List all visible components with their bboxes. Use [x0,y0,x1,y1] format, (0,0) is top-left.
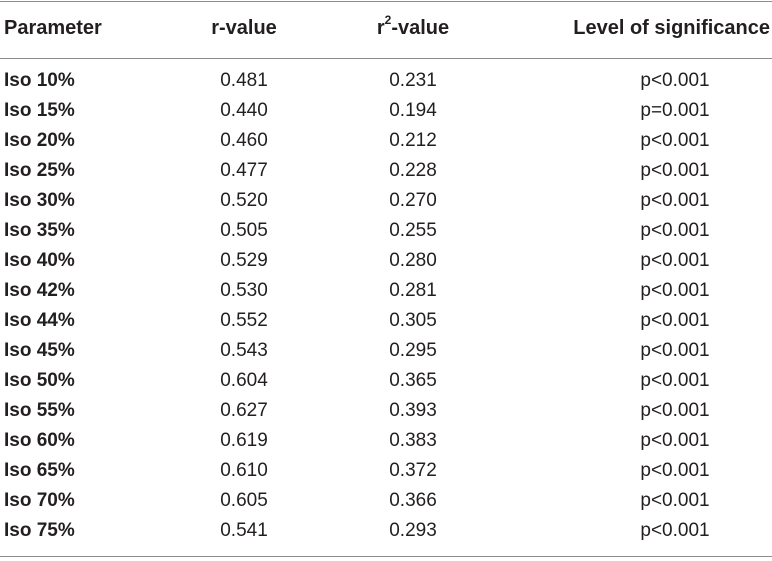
table-row: Iso 70% 0.605 0.366 p<0.001 [0,486,772,516]
cell-r-value: 0.605 [220,490,268,511]
cell-r-value: 0.440 [220,100,268,121]
cell-parameter: Iso 30% [4,190,75,211]
cell-parameter: Iso 40% [4,250,75,271]
cell-parameter: Iso 10% [4,70,75,91]
cell-r2-value: 0.372 [389,460,437,481]
cell-r2-value: 0.365 [389,370,437,391]
cell-parameter: Iso 60% [4,430,75,451]
cell-parameter: Iso 15% [4,100,75,121]
cell-r-value: 0.552 [220,310,268,331]
header-parameter: Parameter [4,17,102,39]
cell-r-value: 0.619 [220,430,268,451]
cell-parameter: Iso 70% [4,490,75,511]
cell-r-value: 0.529 [220,250,268,271]
cell-r-value: 0.505 [220,220,268,241]
cell-r-value: 0.541 [220,520,268,541]
table-row: Iso 35% 0.505 0.255 p<0.001 [0,216,772,246]
cell-significance: p<0.001 [640,520,710,541]
cell-significance: p<0.001 [640,460,710,481]
cell-r2-value: 0.212 [389,130,437,151]
cell-significance: p<0.001 [640,130,710,151]
table-row: Iso 20% 0.460 0.212 p<0.001 [0,126,772,156]
cell-significance: p<0.001 [640,430,710,451]
table-row: Iso 45% 0.543 0.295 p<0.001 [0,336,772,366]
cell-significance: p<0.001 [640,310,710,331]
cell-parameter: Iso 35% [4,220,75,241]
table-row: Iso 60% 0.619 0.383 p<0.001 [0,426,772,456]
cell-r2-value: 0.393 [389,400,437,421]
table-body: Iso 10% 0.481 0.231 p<0.001 Iso 15% 0.44… [0,66,772,546]
cell-significance: p<0.001 [640,160,710,181]
cell-significance: p<0.001 [640,280,710,301]
table-row: Iso 15% 0.440 0.194 p=0.001 [0,96,772,126]
cell-r2-value: 0.194 [389,100,437,121]
cell-r2-value: 0.228 [389,160,437,181]
cell-significance: p<0.001 [640,340,710,361]
cell-r2-value: 0.255 [389,220,437,241]
table-row: Iso 30% 0.520 0.270 p<0.001 [0,186,772,216]
cell-r-value: 0.610 [220,460,268,481]
cell-parameter: Iso 55% [4,400,75,421]
table-header-row: Parameter r-value r2-value Level of sign… [0,0,772,58]
cell-r-value: 0.477 [220,160,268,181]
cell-parameter: Iso 44% [4,310,75,331]
cell-r-value: 0.530 [220,280,268,301]
cell-parameter: Iso 65% [4,460,75,481]
table-row: Iso 44% 0.552 0.305 p<0.001 [0,306,772,336]
cell-significance: p<0.001 [640,190,710,211]
table-row: Iso 65% 0.610 0.372 p<0.001 [0,456,772,486]
cell-significance: p=0.001 [640,100,710,121]
cell-parameter: Iso 50% [4,370,75,391]
cell-parameter: Iso 45% [4,340,75,361]
table-row: Iso 55% 0.627 0.393 p<0.001 [0,396,772,426]
header-r2-suffix: -value [391,17,450,39]
cell-r-value: 0.604 [220,370,268,391]
cell-r2-value: 0.293 [389,520,437,541]
header-r2-prefix: r [376,17,385,39]
table-bottom-rule [0,556,772,557]
header-r2-value: r2-value [363,13,463,40]
cell-parameter: Iso 20% [4,130,75,151]
cell-significance: p<0.001 [640,220,710,241]
cell-r-value: 0.543 [220,340,268,361]
cell-significance: p<0.001 [640,400,710,421]
table-row: Iso 50% 0.604 0.365 p<0.001 [0,366,772,396]
cell-r2-value: 0.366 [389,490,437,511]
cell-r-value: 0.481 [220,70,268,91]
cell-r2-value: 0.280 [389,250,437,271]
cell-r-value: 0.460 [220,130,268,151]
cell-r2-value: 0.305 [389,310,437,331]
table-top-rule [0,1,772,2]
cell-significance: p<0.001 [640,70,710,91]
cell-significance: p<0.001 [640,370,710,391]
cell-r2-value: 0.383 [389,430,437,451]
table-row: Iso 75% 0.541 0.293 p<0.001 [0,516,772,546]
table-header-rule [0,58,772,59]
table-row: Iso 10% 0.481 0.231 p<0.001 [0,66,772,96]
cell-r2-value: 0.270 [389,190,437,211]
table-row: Iso 40% 0.529 0.280 p<0.001 [0,246,772,276]
table-row: Iso 25% 0.477 0.228 p<0.001 [0,156,772,186]
cell-r2-value: 0.295 [389,340,437,361]
cell-parameter: Iso 75% [4,520,75,541]
header-r2-superscript: 2 [384,13,392,28]
cell-significance: p<0.001 [640,250,710,271]
header-r-value: r-value [211,17,277,39]
cell-r2-value: 0.281 [389,280,437,301]
cell-r-value: 0.627 [220,400,268,421]
cell-r-value: 0.520 [220,190,268,211]
header-significance: Level of significance [573,17,770,39]
cell-significance: p<0.001 [640,490,710,511]
cell-r2-value: 0.231 [389,70,437,91]
cell-parameter: Iso 42% [4,280,75,301]
cell-parameter: Iso 25% [4,160,75,181]
table-row: Iso 42% 0.530 0.281 p<0.001 [0,276,772,306]
